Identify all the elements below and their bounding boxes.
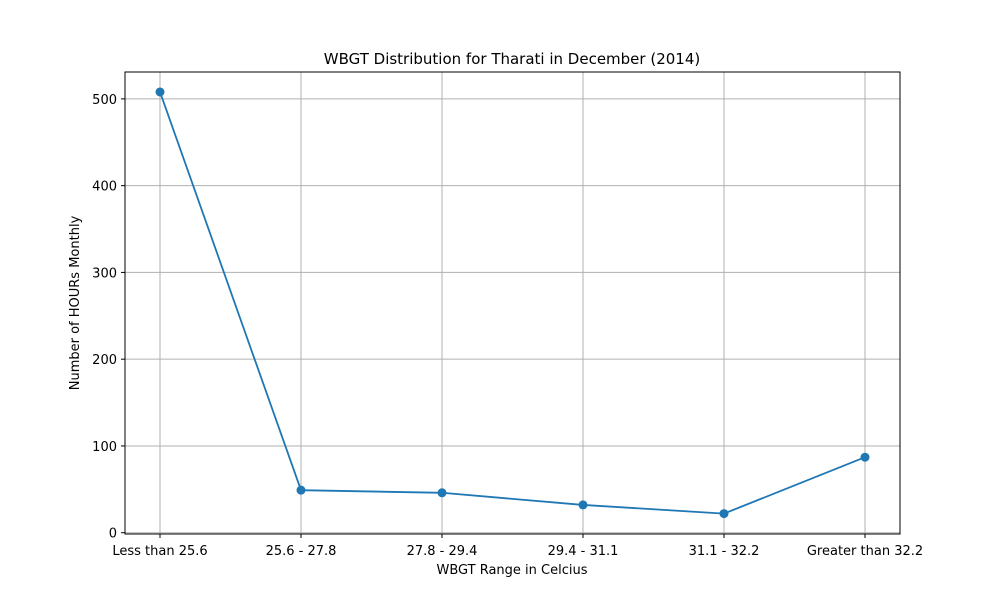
x-axis-label: WBGT Range in Celcius [436, 563, 587, 578]
x-tick-label: 29.4 - 31.1 [548, 544, 619, 559]
x-tick-label: 27.8 - 29.4 [407, 544, 478, 559]
y-tick-label: 0 [109, 527, 117, 542]
series [155, 87, 870, 519]
data-point [155, 87, 165, 97]
data-point [296, 485, 306, 495]
y-axis-label: Number of HOURs Monthly [68, 215, 83, 390]
x-tick-label: Less than 25.6 [112, 544, 207, 559]
data-point [719, 509, 729, 519]
grid [125, 72, 900, 534]
axis-ticks: Less than 25.6 25.6 - 27.8 27.8 - 29.4 29.4… [92, 93, 923, 559]
data-point [437, 488, 447, 498]
x-tick-label: 25.6 - 27.8 [266, 544, 337, 559]
data-point [860, 452, 870, 462]
y-tick-label: 300 [92, 266, 117, 281]
series-line [159, 91, 866, 515]
x-tick-label: Greater than 32.2 [807, 544, 923, 559]
plot-frame [124, 71, 901, 535]
chart-title: WBGT Distribution for Tharati in Decembe… [324, 50, 700, 68]
y-tick-label: 400 [92, 180, 117, 195]
y-tick-label: 200 [92, 353, 117, 368]
y-tick-label: 100 [92, 440, 117, 455]
x-tick-label: 31.1 - 32.2 [689, 544, 760, 559]
data-point [578, 500, 588, 510]
y-tick-label: 500 [92, 93, 117, 108]
